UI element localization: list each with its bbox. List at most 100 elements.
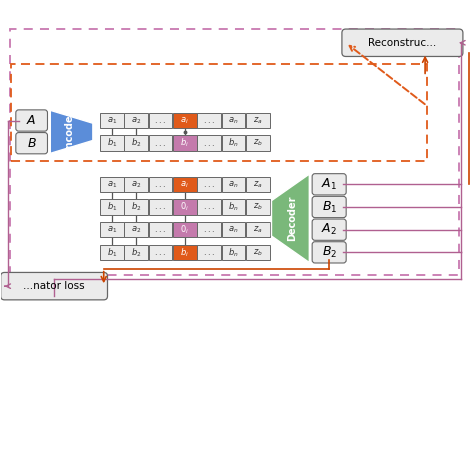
Bar <box>124 176 148 192</box>
Text: $a_n$: $a_n$ <box>228 115 239 126</box>
Text: $a_2$: $a_2$ <box>131 224 141 235</box>
Bar <box>100 199 124 215</box>
Bar <box>197 176 221 192</box>
Bar <box>173 176 197 192</box>
Bar <box>100 245 124 260</box>
Bar <box>149 113 172 128</box>
Text: $a_1$: $a_1$ <box>107 224 117 235</box>
Bar <box>222 222 245 237</box>
Bar <box>100 222 124 237</box>
Bar <box>222 136 245 151</box>
Text: $a_1$: $a_1$ <box>107 115 117 126</box>
Text: $z_b$: $z_b$ <box>253 247 263 257</box>
Text: Encoder: Encoder <box>64 109 74 154</box>
Bar <box>246 136 270 151</box>
FancyBboxPatch shape <box>342 29 463 56</box>
Bar <box>222 176 245 192</box>
Text: $B_1$: $B_1$ <box>321 200 337 215</box>
Text: ...nator loss: ...nator loss <box>23 281 85 291</box>
Polygon shape <box>50 110 93 154</box>
Text: $...$: $...$ <box>155 180 166 189</box>
Text: $b_1$: $b_1$ <box>107 201 117 213</box>
Text: $...$: $...$ <box>203 202 215 211</box>
Text: $...$: $...$ <box>155 225 166 234</box>
Polygon shape <box>272 174 310 263</box>
Bar <box>11 64 427 161</box>
Text: $z_b$: $z_b$ <box>253 202 263 212</box>
Text: $z_a$: $z_a$ <box>253 115 263 126</box>
Bar <box>100 136 124 151</box>
Text: $B_2$: $B_2$ <box>321 245 337 260</box>
Text: $...$: $...$ <box>203 180 215 189</box>
Text: $...$: $...$ <box>155 116 166 125</box>
Text: $a_2$: $a_2$ <box>131 179 141 190</box>
Bar <box>246 222 270 237</box>
Text: $0_i$: $0_i$ <box>180 223 189 236</box>
Text: $a_i$: $a_i$ <box>181 115 189 126</box>
Text: $b_2$: $b_2$ <box>131 137 141 149</box>
Text: $z_b$: $z_b$ <box>253 138 263 148</box>
Text: $b_n$: $b_n$ <box>228 201 239 213</box>
Text: $b_i$: $b_i$ <box>180 137 189 149</box>
Text: $A_2$: $A_2$ <box>321 222 337 237</box>
Bar <box>222 199 245 215</box>
Text: $A$: $A$ <box>27 114 37 127</box>
Text: $z_a$: $z_a$ <box>253 224 263 235</box>
Text: $0_i$: $0_i$ <box>180 201 189 213</box>
Bar <box>197 136 221 151</box>
Bar <box>173 136 197 151</box>
Text: $a_2$: $a_2$ <box>131 115 141 126</box>
Bar <box>149 222 172 237</box>
Bar <box>124 245 148 260</box>
Text: Decoder: Decoder <box>287 196 297 241</box>
Bar <box>197 199 221 215</box>
Text: $...$: $...$ <box>203 248 215 257</box>
Bar <box>149 176 172 192</box>
Bar <box>197 245 221 260</box>
Text: $b_i$: $b_i$ <box>180 246 189 259</box>
Text: $...$: $...$ <box>155 139 166 148</box>
Text: $B$: $B$ <box>27 137 36 150</box>
Bar <box>149 199 172 215</box>
FancyBboxPatch shape <box>16 110 47 131</box>
Bar <box>246 176 270 192</box>
Bar <box>149 245 172 260</box>
Bar <box>246 113 270 128</box>
Text: $...$: $...$ <box>155 248 166 257</box>
Bar <box>149 136 172 151</box>
Bar <box>173 199 197 215</box>
Text: $A_1$: $A_1$ <box>321 177 337 192</box>
Bar <box>124 222 148 237</box>
Text: $b_1$: $b_1$ <box>107 246 117 259</box>
Bar <box>173 113 197 128</box>
FancyBboxPatch shape <box>312 196 346 218</box>
Bar <box>124 136 148 151</box>
Text: $a_1$: $a_1$ <box>107 179 117 190</box>
Text: $a_i$: $a_i$ <box>181 179 189 190</box>
Text: $b_2$: $b_2$ <box>131 246 141 259</box>
Text: $...$: $...$ <box>203 116 215 125</box>
Bar <box>246 245 270 260</box>
Bar <box>197 222 221 237</box>
FancyBboxPatch shape <box>312 173 346 195</box>
Text: $b_2$: $b_2$ <box>131 201 141 213</box>
Text: $...$: $...$ <box>203 139 215 148</box>
Bar <box>100 113 124 128</box>
FancyBboxPatch shape <box>16 133 47 154</box>
Text: Reconstruc...: Reconstruc... <box>368 38 437 48</box>
Bar <box>222 113 245 128</box>
Text: $b_n$: $b_n$ <box>228 137 239 149</box>
Bar <box>173 222 197 237</box>
Text: $a_n$: $a_n$ <box>228 179 239 190</box>
Bar <box>10 29 459 275</box>
Bar <box>124 199 148 215</box>
Bar <box>100 176 124 192</box>
Text: $b_1$: $b_1$ <box>107 137 117 149</box>
Bar <box>197 113 221 128</box>
FancyBboxPatch shape <box>312 219 346 240</box>
Bar <box>246 199 270 215</box>
Text: $...$: $...$ <box>203 225 215 234</box>
Text: $a_n$: $a_n$ <box>228 224 239 235</box>
Bar <box>222 245 245 260</box>
Text: $z_a$: $z_a$ <box>253 179 263 190</box>
